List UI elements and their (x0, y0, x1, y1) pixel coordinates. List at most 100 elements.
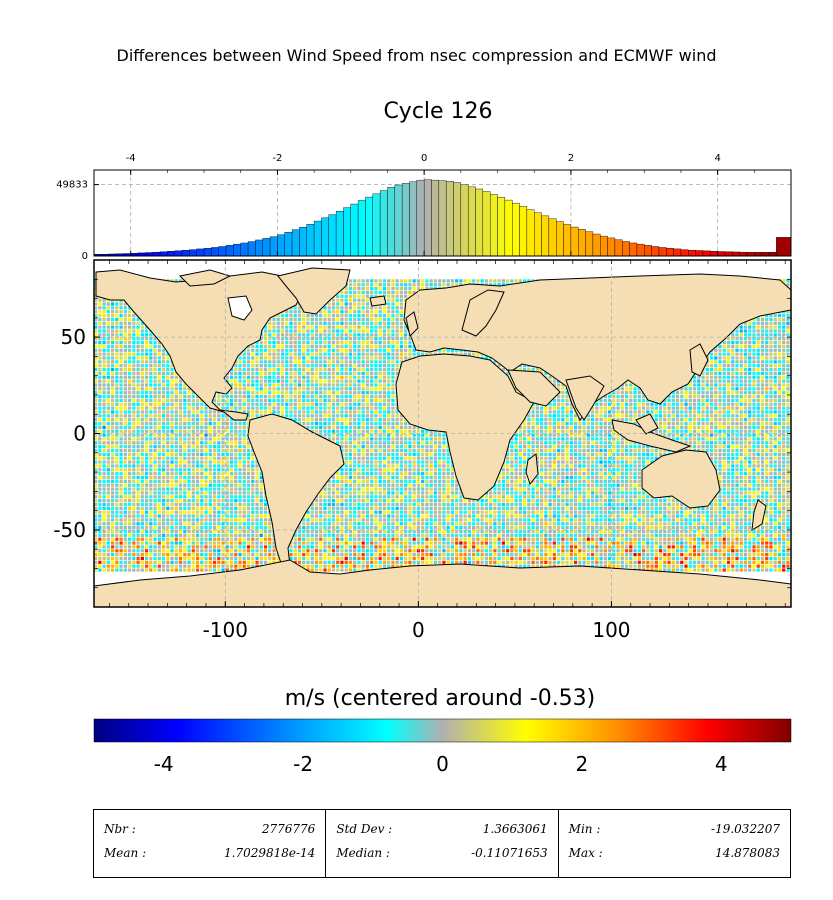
wind-difference-point (255, 383, 259, 387)
wind-difference-point (323, 379, 327, 383)
wind-difference-point (195, 568, 200, 572)
wind-difference-point (268, 333, 272, 337)
wind-difference-point (208, 425, 212, 429)
wind-difference-point (217, 394, 221, 399)
wind-difference-point (263, 526, 268, 530)
wind-difference-point (153, 383, 157, 387)
wind-difference-point (238, 502, 242, 507)
wind-difference-point (191, 522, 195, 526)
wind-difference-point (357, 418, 361, 422)
wind-difference-point (98, 483, 102, 487)
wind-difference-point (327, 325, 331, 329)
wind-difference-point (331, 375, 336, 379)
wind-difference-point (140, 425, 144, 429)
wind-difference-point (327, 421, 331, 426)
wind-difference-point (149, 468, 153, 472)
wind-difference-point (161, 433, 166, 437)
wind-difference-point (132, 391, 136, 395)
wind-difference-point (191, 491, 195, 495)
wind-difference-point (289, 549, 293, 553)
wind-difference-point (98, 394, 102, 399)
wind-difference-point (166, 487, 170, 491)
wind-difference-point (183, 441, 187, 445)
wind-difference-point (106, 364, 110, 368)
wind-difference-point (94, 298, 98, 302)
wind-difference-point (132, 348, 136, 352)
wind-difference-point (323, 371, 327, 376)
wind-difference-point (98, 541, 102, 545)
wind-difference-point (157, 398, 161, 402)
wind-difference-point (153, 379, 157, 383)
wind-difference-point (361, 421, 365, 426)
wind-difference-point (144, 379, 149, 383)
wind-difference-point (357, 337, 361, 341)
wind-difference-point (348, 549, 353, 553)
wind-difference-point (344, 325, 348, 329)
wind-difference-point (140, 418, 144, 422)
wind-difference-point (115, 321, 119, 325)
wind-difference-point (166, 541, 170, 545)
wind-difference-point (212, 418, 217, 422)
wind-difference-point (234, 499, 238, 503)
wind-difference-point (225, 418, 229, 422)
wind-difference-point (323, 317, 327, 322)
wind-difference-point (361, 549, 365, 553)
wind-difference-point (102, 394, 106, 399)
wind-difference-point (276, 402, 280, 406)
wind-difference-point (242, 352, 246, 356)
wind-difference-point (200, 533, 204, 537)
wind-difference-point (119, 367, 123, 372)
wind-difference-point (246, 560, 251, 564)
wind-difference-point (340, 321, 344, 325)
wind-difference-point (327, 545, 331, 549)
wind-difference-point (106, 356, 110, 360)
wind-difference-point (246, 541, 251, 545)
wind-difference-point (110, 472, 115, 476)
wind-difference-point (98, 545, 102, 549)
wind-difference-point (361, 541, 365, 545)
wind-difference-point (123, 495, 127, 499)
wind-difference-point (323, 541, 327, 545)
wind-difference-point (225, 379, 229, 383)
wind-difference-point (323, 398, 327, 402)
wind-difference-point (115, 549, 119, 553)
wind-difference-point (183, 506, 187, 510)
wind-difference-point (106, 556, 110, 561)
wind-difference-point (144, 418, 149, 422)
wind-difference-point (323, 356, 327, 360)
wind-difference-point (157, 367, 161, 372)
wind-difference-point (195, 487, 200, 491)
wind-difference-point (110, 410, 115, 414)
wind-difference-point (115, 495, 119, 499)
wind-difference-point (204, 491, 208, 495)
histogram-frame (93, 169, 792, 257)
wind-difference-point (161, 479, 166, 483)
wind-difference-point (225, 564, 229, 568)
wind-difference-point (263, 333, 268, 337)
wind-difference-point (136, 367, 140, 372)
wind-difference-point (302, 360, 306, 364)
wind-difference-point (259, 522, 263, 526)
wind-difference-point (106, 425, 110, 429)
wind-difference-point (212, 433, 217, 437)
wind-difference-point (212, 429, 217, 433)
wind-difference-point (319, 325, 323, 329)
wind-difference-point (344, 290, 348, 295)
wind-difference-point (306, 514, 310, 518)
wind-difference-point (314, 329, 319, 333)
wind-difference-point (327, 425, 331, 429)
wind-difference-point (115, 475, 119, 480)
wind-difference-point (98, 441, 102, 445)
wind-difference-point (140, 406, 144, 410)
wind-difference-point (348, 526, 353, 530)
wind-difference-point (357, 537, 361, 541)
wind-difference-point (246, 383, 251, 387)
wind-difference-point (238, 383, 242, 387)
wind-difference-point (98, 375, 102, 379)
wind-difference-point (336, 499, 340, 503)
wind-difference-point (314, 410, 319, 414)
wind-difference-point (336, 556, 340, 561)
wind-difference-point (246, 456, 251, 460)
wind-difference-point (153, 421, 157, 426)
wind-difference-point (348, 294, 353, 298)
